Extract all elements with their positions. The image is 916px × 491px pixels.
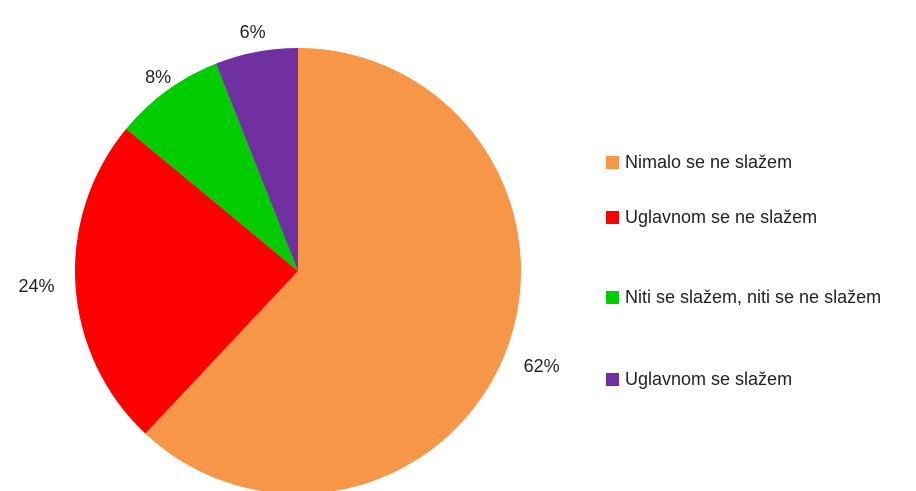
legend-item: Uglavnom se slažem [606,367,887,392]
pie-slice [126,63,299,271]
legend-item: Uglavnom se ne slažem [606,205,887,230]
legend-swatch [606,291,619,304]
legend-label: Uglavnom se slažem [625,369,793,389]
pie-slice [145,48,521,491]
legend-swatch [606,373,619,386]
legend-label: Uglavnom se ne slažem [625,207,818,227]
data-label: 6% [240,22,266,42]
legend-swatch [606,156,619,169]
data-label: 62% [524,356,560,376]
pie-slice [74,128,298,434]
legend-item: Niti se slažem, niti se ne slažem [606,285,887,310]
legend-label: Nimalo se ne slažem [625,152,793,172]
data-label: 8% [145,67,171,87]
data-label: 24% [19,276,55,296]
pie-slice [215,48,298,271]
legend-swatch [606,211,619,224]
legend-label: Niti se slažem, niti se ne slažem [625,287,882,307]
legend-item: Nimalo se ne slažem [606,150,887,175]
